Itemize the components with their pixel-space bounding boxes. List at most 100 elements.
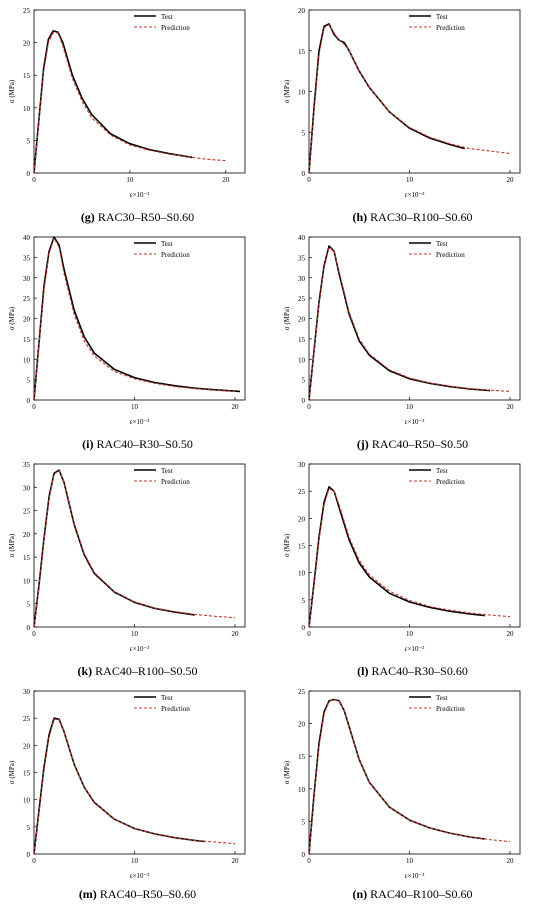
test-series-line (308, 245, 490, 401)
y-tick-label: 0 (27, 397, 31, 405)
y-tick-label: 25 (298, 488, 306, 496)
y-tick-label: 25 (298, 688, 306, 696)
y-tick-label: 10 (23, 105, 31, 113)
y-tick-label: 0 (27, 851, 31, 859)
chart-panel-l: 0 5 10 15 20 25 30 0 10 20 ε×10⁻³ σ (MPa) Test Predic… (275, 454, 550, 680)
legend-test-label: Test (436, 467, 448, 475)
prediction-series-line (33, 237, 236, 401)
y-tick-label: 10 (298, 89, 306, 97)
legend-prediction-label: Prediction (436, 24, 465, 32)
y-tick-label: 15 (298, 753, 306, 761)
y-tick-label: 10 (298, 570, 306, 578)
chart-caption: (l) RAC40–R30–S0.60 (275, 664, 550, 679)
y-tick-label: 30 (23, 275, 31, 283)
y-axis-label: σ (MPa) (8, 79, 16, 103)
x-tick-label: 0 (307, 176, 311, 184)
y-axis-label: σ (MPa) (283, 533, 291, 557)
plot-frame (33, 236, 246, 401)
legend-prediction-label: Prediction (161, 251, 190, 259)
chart-specimen: RAC30–R100–S0.60 (370, 210, 473, 224)
x-tick-label: 10 (131, 403, 139, 411)
y-tick-label: 10 (23, 356, 31, 364)
test-series-line (308, 23, 465, 174)
y-tick-label: 20 (23, 531, 31, 539)
x-tick-label: 20 (231, 857, 239, 865)
chart-panel-n: 0 5 10 15 20 25 0 10 20 ε×10⁻³ σ (MPa) Test Predicti… (275, 681, 550, 907)
chart-h: 0 5 10 15 20 0 10 20 ε×10⁻³ σ (MPa) Test Prediction (283, 7, 521, 199)
x-axis-label: ε×10⁻³ (405, 418, 425, 426)
x-axis-label: ε×10⁻³ (130, 872, 150, 880)
y-tick-label: 20 (23, 316, 31, 324)
chart-caption: (k) RAC40–R100–S0.50 (0, 664, 275, 679)
prediction-series-line (308, 487, 511, 628)
x-tick-label: 10 (406, 857, 414, 865)
legend-test-label: Test (161, 467, 173, 475)
y-tick-label: 20 (23, 742, 31, 750)
x-tick-label: 10 (131, 630, 139, 638)
chart-caption: (h) RAC30–R100–S0.60 (275, 210, 550, 225)
y-tick-label: 30 (23, 484, 31, 492)
chart-specimen: RAC40–R50–S0.50 (371, 437, 469, 451)
y-tick-label: 35 (23, 254, 31, 262)
chart-k: 0 5 10 15 20 25 30 35 0 10 20 ε×10⁻³ σ (MPa) Test Pred… (8, 461, 246, 653)
prediction-series-line (308, 24, 511, 174)
y-tick-label: 35 (23, 461, 31, 469)
y-tick-label: 20 (23, 40, 31, 48)
chart-panel-h: 0 5 10 15 20 0 10 20 ε×10⁻³ σ (MPa) Test Prediction… (275, 0, 550, 226)
chart-caption: (j) RAC40–R50–S0.50 (275, 437, 550, 452)
x-tick-label: 0 (307, 857, 311, 865)
x-tick-label: 0 (307, 630, 311, 638)
prediction-series-line (33, 469, 236, 628)
x-tick-label: 0 (32, 176, 36, 184)
chart-specimen: RAC40–R100–S0.50 (95, 664, 198, 678)
chart-panel-k: 0 5 10 15 20 25 30 35 0 10 20 ε×10⁻³ σ (MPa) Test Pred… (0, 454, 275, 680)
x-axis-label: ε×10⁻³ (130, 645, 150, 653)
x-tick-label: 20 (506, 630, 514, 638)
legend-prediction-label: Prediction (436, 251, 465, 259)
chart-n: 0 5 10 15 20 25 0 10 20 ε×10⁻³ σ (MPa) Test Predicti… (283, 688, 521, 880)
legend-test-label: Test (161, 240, 173, 248)
chart-caption: (g) RAC30–R50–S0.60 (0, 210, 275, 225)
y-tick-label: 25 (23, 508, 31, 516)
chart-caption: (n) RAC40–R100–S0.60 (275, 887, 550, 902)
y-tick-label: 5 (302, 377, 306, 385)
y-tick-label: 40 (23, 234, 31, 242)
chart-letter: (n) (352, 887, 368, 901)
x-tick-label: 10 (406, 176, 414, 184)
y-axis-label: σ (MPa) (283, 79, 291, 103)
x-tick-label: 0 (307, 403, 311, 411)
y-tick-label: 10 (23, 577, 31, 585)
legend-prediction-label: Prediction (161, 705, 190, 713)
chart-j: 0 5 10 15 20 25 30 35 40 0 10 20 ε×10⁻³ σ (MPa) Test Pr… (283, 234, 521, 426)
y-tick-label: 5 (302, 129, 306, 137)
y-axis-label: σ (MPa) (283, 306, 291, 330)
y-tick-label: 10 (298, 356, 306, 364)
x-axis-label: ε×10⁻³ (405, 872, 425, 880)
chart-specimen: RAC40–R30–S0.60 (371, 664, 468, 678)
chart-i: 0 5 10 15 20 25 30 35 40 0 10 20 ε×10⁻³ σ (MPa) Test Pr… (8, 234, 246, 426)
y-tick-label: 5 (27, 824, 31, 832)
y-tick-label: 25 (23, 715, 31, 723)
chart-m: 0 5 10 15 20 25 30 0 10 20 ε×10⁻³ σ (MPa) Test Predic… (8, 688, 246, 880)
chart-specimen: RAC40–R50–S0.60 (99, 887, 197, 901)
y-tick-label: 15 (23, 770, 31, 778)
y-tick-label: 5 (27, 137, 31, 145)
y-tick-label: 0 (302, 170, 306, 178)
y-tick-label: 15 (298, 543, 306, 551)
y-tick-label: 5 (27, 377, 31, 385)
chart-letter: (l) (357, 664, 369, 678)
chart-specimen: RAC40–R30–S0.50 (96, 437, 193, 451)
test-series-line (33, 30, 193, 174)
y-tick-label: 0 (302, 624, 306, 632)
chart-g: 0 5 10 15 20 25 0 10 20 ε×10⁻³ σ (MPa) Test Predicti… (8, 7, 246, 199)
test-series-line (33, 236, 241, 401)
x-tick-label: 20 (506, 857, 514, 865)
y-tick-label: 0 (302, 851, 306, 859)
y-tick-label: 10 (23, 797, 31, 805)
test-series-line (33, 717, 205, 855)
x-axis-label: ε×10⁻³ (130, 418, 150, 426)
test-series-line (308, 698, 485, 855)
y-axis-label: σ (MPa) (8, 760, 16, 784)
y-tick-label: 15 (298, 336, 306, 344)
legend-test-label: Test (161, 13, 173, 21)
